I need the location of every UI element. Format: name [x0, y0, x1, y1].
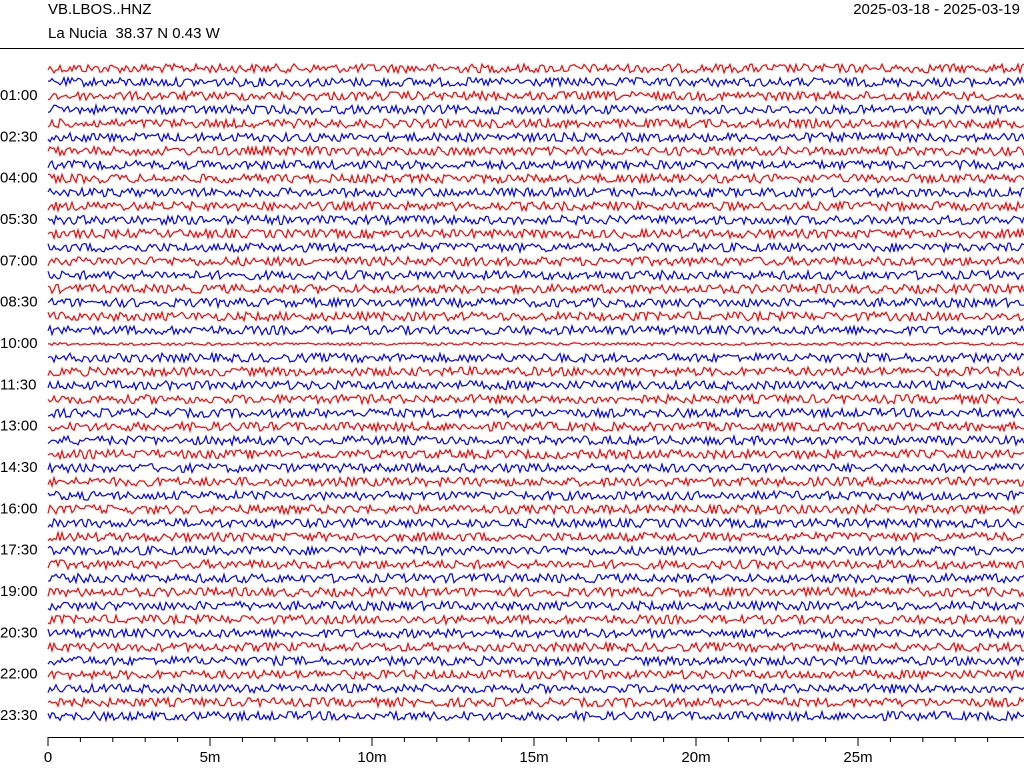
- dates: 2025-03-18 - 2025-03-19: [853, 1, 1020, 18]
- trace: [47, 392, 1024, 406]
- trace: [47, 199, 1024, 214]
- trace: [47, 144, 1024, 158]
- trace: [47, 158, 1024, 172]
- trace: [47, 62, 1024, 75]
- location: La Nucia 38.37 N 0.43 W: [48, 25, 221, 42]
- trace: [47, 420, 1024, 434]
- row-label: 16:00: [0, 500, 38, 517]
- trace: [47, 172, 1024, 186]
- x-tick-label: 20m: [681, 749, 710, 766]
- trace: [47, 102, 1024, 117]
- row-label: 19:00: [0, 583, 38, 600]
- trace: [47, 668, 1024, 682]
- trace: [47, 213, 1024, 227]
- trace: [47, 558, 1024, 572]
- trace: [47, 502, 1024, 516]
- trace: [47, 626, 1024, 640]
- trace: [47, 406, 1024, 420]
- trace: [47, 613, 1024, 627]
- trace: [47, 709, 1024, 723]
- row-label: 02:30: [0, 128, 38, 145]
- x-tick-label: 25m: [843, 749, 872, 766]
- trace: [47, 351, 1024, 365]
- trace: [47, 682, 1024, 696]
- trace: [47, 296, 1024, 310]
- row-label: 08:30: [0, 294, 38, 311]
- trace: [48, 75, 1024, 89]
- x-tick-label: 15m: [519, 749, 548, 766]
- row-label: 20:30: [0, 624, 38, 641]
- row-label: 04:00: [0, 170, 38, 187]
- trace: [47, 255, 1024, 268]
- trace: [47, 489, 1024, 502]
- x-tick-label: 0: [44, 749, 52, 766]
- row-label: 14:30: [0, 459, 38, 476]
- trace: [47, 447, 1024, 461]
- station: VB.LBOS..HNZ: [48, 1, 151, 18]
- row-label: 23:30: [0, 707, 38, 724]
- trace: [47, 227, 1024, 241]
- trace: [47, 282, 1024, 296]
- x-tick-label: 5m: [200, 749, 221, 766]
- trace: [47, 530, 1024, 544]
- x-tick-label: 10m: [357, 749, 386, 766]
- row-label: 13:00: [0, 418, 38, 435]
- row-label: 10:00: [0, 335, 38, 352]
- trace: [47, 585, 1024, 599]
- trace: [47, 116, 1024, 130]
- row-label: 11:30: [0, 376, 36, 393]
- row-label: 07:00: [0, 252, 38, 269]
- trace: [48, 341, 1024, 347]
- row-label: 22:00: [0, 666, 38, 683]
- trace: [47, 89, 1024, 103]
- row-label: 01:00: [0, 87, 38, 104]
- trace: [47, 544, 1024, 557]
- trace: [47, 571, 1024, 585]
- trace: [47, 130, 1024, 144]
- trace: [47, 640, 1024, 654]
- trace: [47, 433, 1024, 448]
- trace: [47, 599, 1024, 613]
- trace: [47, 241, 1024, 255]
- trace: [47, 309, 1024, 323]
- trace: [47, 323, 1024, 338]
- trace: [47, 185, 1024, 199]
- row-label: 05:30: [0, 211, 38, 228]
- trace: [47, 475, 1024, 489]
- row-label: 17:30: [0, 542, 38, 559]
- trace: [47, 695, 1024, 709]
- trace: [47, 654, 1024, 668]
- trace: [47, 378, 1024, 393]
- trace: [47, 516, 1024, 530]
- trace: [47, 461, 1024, 475]
- trace: [47, 364, 1024, 378]
- trace: [47, 268, 1024, 282]
